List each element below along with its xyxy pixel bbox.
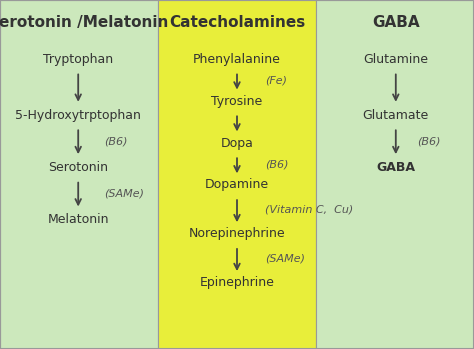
Text: 5-Hydroxytrptophan: 5-Hydroxytrptophan (15, 109, 141, 122)
Text: Dopa: Dopa (220, 136, 254, 150)
Text: (B6): (B6) (104, 136, 128, 146)
Text: Serotonin: Serotonin (48, 161, 108, 174)
Text: GABA: GABA (372, 15, 419, 30)
Text: (B6): (B6) (265, 159, 289, 169)
Bar (0, 0, 158, 349)
Text: Glutamate: Glutamate (363, 109, 429, 122)
Text: (SAMe): (SAMe) (265, 253, 305, 263)
Text: Tyrosine: Tyrosine (211, 95, 263, 108)
Text: Epinephrine: Epinephrine (200, 276, 274, 289)
Text: Catecholamines: Catecholamines (169, 15, 305, 30)
Text: (Vitamin C,  Cu): (Vitamin C, Cu) (265, 205, 354, 214)
Text: Melatonin: Melatonin (47, 213, 109, 227)
Bar (316, 0, 474, 349)
Text: GABA: GABA (376, 161, 415, 174)
Text: Serotonin /Melatonin: Serotonin /Melatonin (0, 15, 168, 30)
Text: Tryptophan: Tryptophan (43, 53, 113, 66)
Bar (158, 0, 316, 349)
Text: Glutamine: Glutamine (363, 53, 428, 66)
Text: (B6): (B6) (417, 136, 441, 146)
Text: Phenylalanine: Phenylalanine (193, 53, 281, 66)
Text: Dopamine: Dopamine (205, 178, 269, 192)
Text: Norepinephrine: Norepinephrine (189, 227, 285, 240)
Text: (Fe): (Fe) (265, 75, 287, 85)
Text: (SAMe): (SAMe) (104, 189, 144, 199)
